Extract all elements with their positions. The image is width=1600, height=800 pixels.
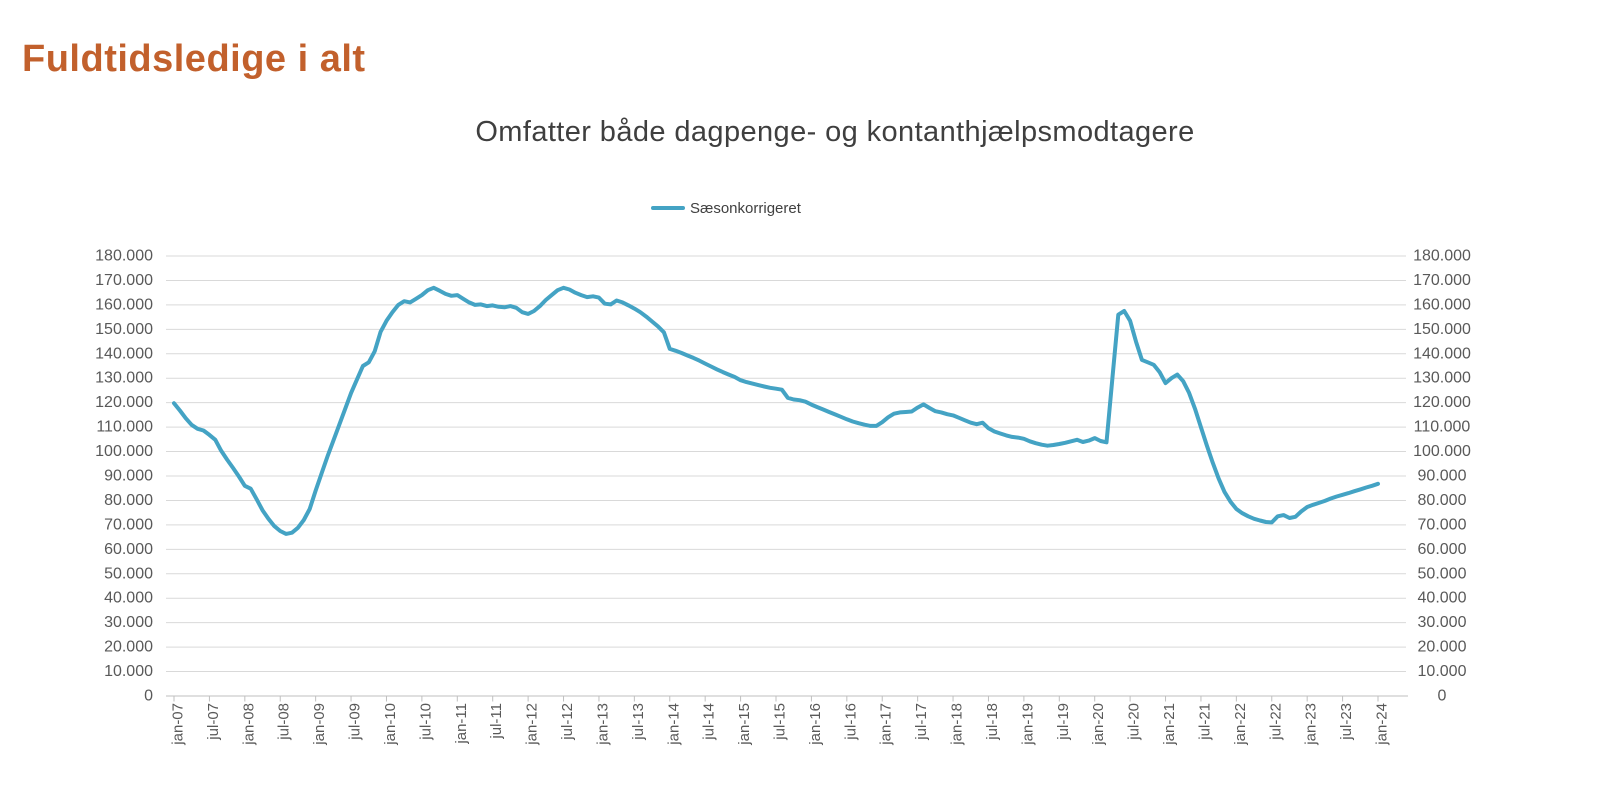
x-axis-label: jul-23 bbox=[1338, 703, 1355, 741]
x-axis-label: jan-23 bbox=[1303, 703, 1320, 746]
y-axis-label-left: 20.000 bbox=[104, 639, 153, 656]
y-axis-label-left: 60.000 bbox=[104, 541, 153, 558]
y-axis-label-left: 80.000 bbox=[104, 492, 153, 509]
y-axis-label-left: 160.000 bbox=[95, 296, 153, 313]
y-axis-label-left: 0 bbox=[144, 688, 153, 705]
legend-series-label: Sæsonkorrigeret bbox=[690, 199, 801, 217]
page-title: Fuldtidsledige i alt bbox=[22, 38, 366, 80]
chart-title: Omfatter både dagpenge- og kontanthjælps… bbox=[475, 116, 1195, 148]
x-axis-label: jan-11 bbox=[453, 703, 470, 745]
x-axis-label: jan-13 bbox=[594, 703, 611, 746]
x-axis-label: jul-11 bbox=[488, 703, 505, 740]
y-axis-label-right: 10.000 bbox=[1418, 663, 1467, 680]
x-axis-label: jan-14 bbox=[665, 703, 682, 746]
x-axis-label: jan-22 bbox=[1232, 703, 1249, 746]
y-axis-label-left: 140.000 bbox=[95, 345, 153, 362]
y-axis-label-right: 80.000 bbox=[1418, 492, 1467, 509]
y-axis-label-right: 120.000 bbox=[1413, 394, 1471, 411]
x-axis-label: jul-15 bbox=[772, 703, 789, 741]
x-axis-label: jul-17 bbox=[913, 703, 930, 741]
y-axis-label-left: 170.000 bbox=[95, 272, 153, 289]
x-axis-label: jul-08 bbox=[276, 703, 293, 741]
x-axis-label: jul-18 bbox=[984, 703, 1001, 741]
x-axis-label: jul-12 bbox=[559, 703, 576, 741]
y-axis-label-right: 160.000 bbox=[1413, 296, 1471, 313]
y-axis-label-left: 70.000 bbox=[104, 516, 153, 533]
x-axis-label: jan-18 bbox=[949, 703, 966, 746]
y-axis-label-right: 20.000 bbox=[1418, 639, 1467, 656]
x-axis-label: jul-16 bbox=[842, 703, 859, 741]
y-axis-label-right: 30.000 bbox=[1418, 614, 1467, 631]
y-axis-label-left: 50.000 bbox=[104, 565, 153, 582]
x-axis-label: jul-10 bbox=[417, 703, 434, 741]
x-axis-label: jul-09 bbox=[347, 703, 364, 741]
y-axis-label-left: 150.000 bbox=[95, 321, 153, 338]
x-axis-label: jan-10 bbox=[382, 703, 399, 746]
y-axis-label-left: 180.000 bbox=[95, 248, 153, 265]
y-axis-label-right: 0 bbox=[1438, 688, 1447, 705]
y-axis-label-left: 100.000 bbox=[95, 443, 153, 460]
legend: Sæsonkorrigeret bbox=[651, 199, 801, 217]
y-axis-label-right: 100.000 bbox=[1413, 443, 1471, 460]
y-axis-label-right: 90.000 bbox=[1418, 468, 1467, 485]
y-axis-label-right: 110.000 bbox=[1414, 419, 1471, 436]
x-axis-label: jul-19 bbox=[1055, 703, 1072, 741]
y-axis-label-right: 150.000 bbox=[1413, 321, 1471, 338]
y-axis-label-right: 50.000 bbox=[1418, 565, 1467, 582]
x-axis-label: jan-21 bbox=[1161, 703, 1178, 746]
y-axis-label-right: 40.000 bbox=[1418, 590, 1467, 607]
x-axis-label: jan-09 bbox=[311, 703, 328, 746]
y-axis-label-left: 30.000 bbox=[104, 614, 153, 631]
x-axis-label: jan-19 bbox=[1019, 703, 1036, 746]
x-axis-label: jan-07 bbox=[170, 703, 187, 746]
y-axis-label-right: 180.000 bbox=[1413, 248, 1471, 265]
y-axis-label-left: 10.000 bbox=[104, 663, 153, 680]
y-axis-label-left: 120.000 bbox=[95, 394, 153, 411]
y-axis-label-left: 110.000 bbox=[96, 419, 153, 436]
y-axis-label-left: 40.000 bbox=[104, 590, 153, 607]
y-axis-label-right: 170.000 bbox=[1413, 272, 1471, 289]
legend-line-marker-icon bbox=[651, 206, 685, 210]
series-line-saesonkorrigeret bbox=[172, 285, 1380, 536]
y-axis-label-right: 60.000 bbox=[1418, 541, 1467, 558]
x-axis-label: jul-07 bbox=[205, 703, 222, 741]
x-axis-label: jul-14 bbox=[701, 703, 718, 741]
x-axis-label: jan-24 bbox=[1374, 703, 1391, 746]
y-axis-label-right: 140.000 bbox=[1413, 345, 1471, 362]
y-axis-label-left: 130.000 bbox=[95, 370, 153, 387]
x-axis-label: jan-17 bbox=[878, 703, 895, 746]
x-axis-label: jan-15 bbox=[736, 703, 753, 746]
x-axis-label: jul-20 bbox=[1126, 703, 1143, 741]
x-axis-label: jul-13 bbox=[630, 703, 647, 741]
x-axis-label: jan-16 bbox=[807, 703, 824, 746]
y-axis-label-right: 70.000 bbox=[1418, 516, 1467, 533]
x-axis-label: jan-08 bbox=[240, 703, 257, 746]
x-axis-label: jan-20 bbox=[1090, 703, 1107, 746]
y-axis-label-right: 130.000 bbox=[1413, 370, 1471, 387]
x-axis-label: jan-12 bbox=[524, 703, 541, 746]
x-axis-label: jul-22 bbox=[1267, 703, 1284, 741]
y-axis-label-left: 90.000 bbox=[104, 468, 153, 485]
x-axis-label: jul-21 bbox=[1196, 703, 1213, 741]
